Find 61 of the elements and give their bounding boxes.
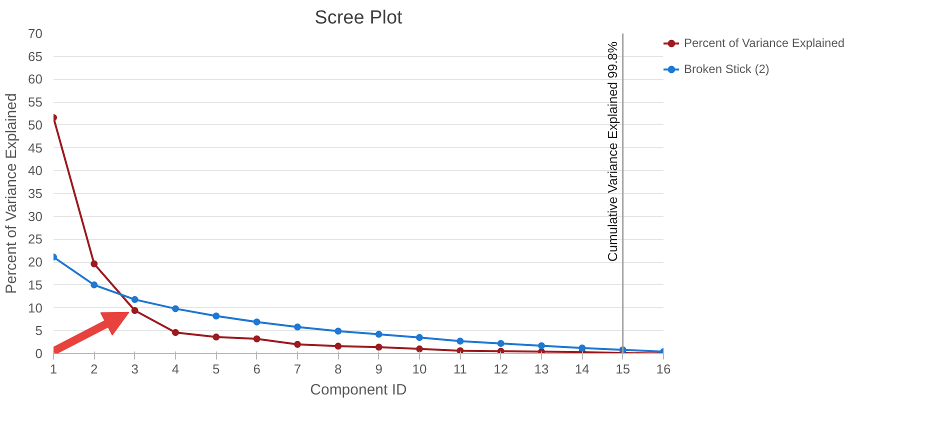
point (253, 335, 260, 342)
x-tick-label: 5 (212, 362, 220, 376)
point (90, 281, 98, 288)
ref-line-label: Cumulative Variance Explained 99.8% (604, 41, 620, 262)
legend-label: Percent of Variance Explained (684, 36, 845, 50)
x-tick-label: 3 (131, 362, 138, 376)
point (578, 344, 586, 352)
y-tick-label: 10 (28, 300, 43, 316)
x-tick-label: 8 (334, 362, 342, 376)
point (131, 296, 138, 304)
point (416, 345, 423, 352)
y-tick-label: 55 (28, 94, 43, 110)
x-tick-label: 2 (90, 362, 98, 376)
y-tick-label: 60 (28, 72, 43, 87)
x-tick-label: 15 (616, 362, 630, 376)
point (497, 348, 504, 354)
x-tick-label: 14 (574, 362, 590, 376)
point (456, 338, 464, 345)
y-tick-label: 5 (35, 323, 43, 338)
x-tick-label: 11 (453, 362, 467, 376)
y-tick-label: 25 (28, 232, 43, 247)
point (172, 328, 179, 336)
point (375, 344, 382, 351)
y-axis-title: Percent of Variance Explained (3, 93, 20, 294)
point (538, 342, 545, 350)
point (212, 312, 220, 320)
x-tick-label: 16 (656, 362, 671, 376)
y-tick-label: 0 (35, 346, 43, 361)
y-tick-label: 15 (28, 277, 43, 292)
x-tick-label: 9 (375, 362, 382, 376)
y-tick-label: 40 (28, 163, 43, 178)
x-tick-label: 1 (50, 362, 58, 376)
point (375, 330, 382, 338)
point (253, 318, 260, 326)
point (456, 347, 464, 354)
x-tick-label: 4 (172, 362, 180, 376)
y-tick-label: 45 (28, 140, 43, 156)
x-tick-label: 7 (294, 362, 302, 376)
y-tick-label: 65 (28, 48, 43, 64)
point (90, 260, 98, 268)
y-tick-label: 20 (28, 254, 43, 270)
x-tick-label: 13 (534, 362, 549, 376)
y-tick-label: 30 (28, 208, 43, 224)
point (212, 334, 220, 341)
point (131, 307, 138, 314)
point (294, 323, 301, 330)
chart-title: Scree Plot (314, 8, 404, 28)
point (416, 334, 423, 341)
point (294, 340, 301, 348)
y-tick-label: 50 (28, 117, 43, 132)
x-tick-label: 10 (412, 362, 427, 376)
x-tick-label: 12 (494, 362, 508, 376)
y-tick-label: 70 (28, 26, 43, 41)
point (334, 342, 342, 350)
legend-label: Broken Stick (2) (684, 62, 770, 76)
point (172, 305, 179, 312)
x-axis-title: Component ID (310, 382, 408, 398)
y-tick-label: 35 (28, 186, 43, 201)
point (497, 340, 504, 347)
x-tick-label: 6 (253, 362, 260, 376)
point (334, 328, 342, 335)
